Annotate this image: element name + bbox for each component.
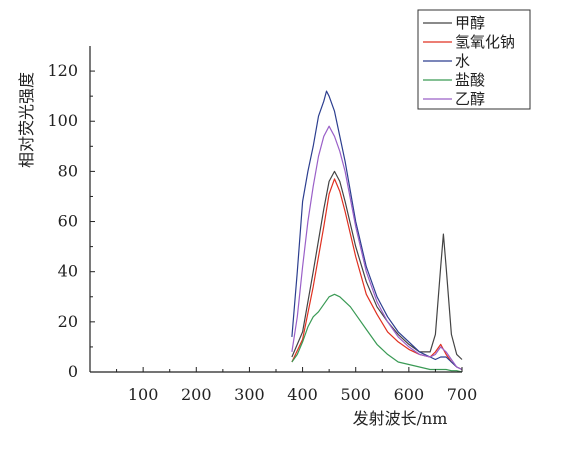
legend-label: 水 xyxy=(455,52,470,70)
y-tick-label: 100 xyxy=(47,111,78,130)
legend-label: 乙醇 xyxy=(455,90,485,108)
x-tick-label: 700 xyxy=(447,385,478,404)
x-tick-label: 200 xyxy=(181,385,212,404)
x-axis-title: 发射波长/nm xyxy=(353,409,448,428)
x-tick-label: 500 xyxy=(340,385,371,404)
x-tick-label: 400 xyxy=(287,385,318,404)
y-tick-label: 40 xyxy=(58,262,78,281)
y-axis-ticks: 0 20 40 60 80 100 120 xyxy=(47,61,95,381)
x-tick-label: 100 xyxy=(128,385,159,404)
y-tick-label: 120 xyxy=(47,61,78,80)
legend-label: 氢氧化钠 xyxy=(455,33,515,51)
x-axis-ticks: 100 200 300 400 500 600 700 xyxy=(116,367,478,404)
y-tick-label: 0 xyxy=(68,362,78,381)
legend-label: 盐酸 xyxy=(455,71,485,89)
y-tick-label: 60 xyxy=(58,212,78,231)
legend-label: 甲醇 xyxy=(455,14,485,32)
series-line xyxy=(291,90,463,371)
series-line xyxy=(291,178,463,371)
series-line xyxy=(291,293,463,373)
y-tick-label: 80 xyxy=(58,161,78,180)
x-tick-label: 300 xyxy=(234,385,265,404)
y-axis-title: 相对荧光强度 xyxy=(17,72,36,168)
series-line xyxy=(291,125,463,371)
plot-lines xyxy=(291,90,463,373)
x-tick-label: 600 xyxy=(394,385,425,404)
y-tick-label: 20 xyxy=(58,312,78,331)
legend-box xyxy=(417,9,531,110)
